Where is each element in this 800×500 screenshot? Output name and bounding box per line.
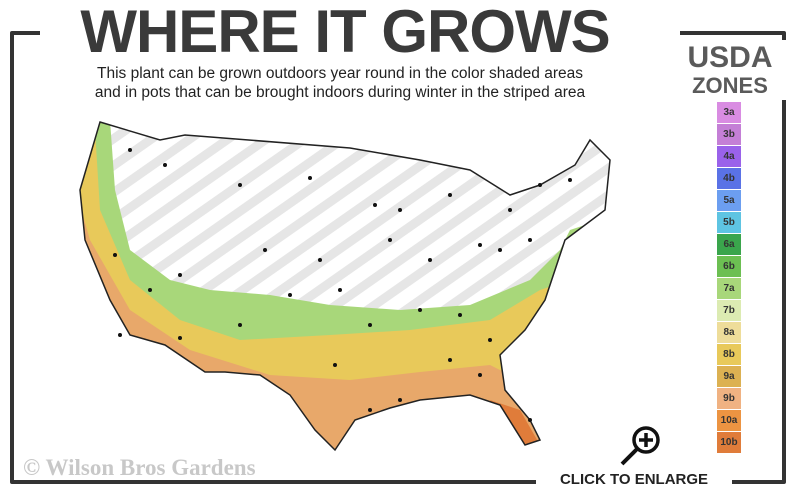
city-dot (118, 333, 122, 337)
city-dot (448, 358, 452, 362)
legend-swatch-3a: 3a (717, 102, 741, 123)
city-dot (178, 273, 182, 277)
city-dot (478, 373, 482, 377)
city-dot (528, 238, 532, 242)
city-dot (398, 398, 402, 402)
magnifier-plus-icon[interactable] (618, 424, 664, 466)
city-dot (368, 408, 372, 412)
legend-swatch-5b: 5b (717, 212, 741, 233)
legend-swatch-9b: 9b (717, 388, 741, 409)
city-dot (288, 293, 292, 297)
city-dot (508, 208, 512, 212)
city-dot (308, 176, 312, 180)
legend-title-line: USDA (687, 41, 773, 74)
legend-swatch-5a: 5a (717, 190, 741, 211)
page-title: WHERE IT GROWS (40, 0, 650, 64)
city-dot (263, 248, 267, 252)
city-dot (388, 238, 392, 242)
frame-gap (650, 25, 680, 95)
city-dot (238, 183, 242, 187)
city-dot (538, 183, 542, 187)
city-dot (113, 253, 117, 257)
legend-swatch-4b: 4b (717, 168, 741, 189)
city-dot (368, 323, 372, 327)
city-dot (528, 418, 532, 422)
legend-swatch-10b: 10b (717, 432, 741, 453)
city-dot (373, 203, 377, 207)
city-dot (418, 308, 422, 312)
click-to-enlarge-button[interactable]: CLICK TO ENLARGE (536, 471, 732, 488)
city-dot (178, 336, 182, 340)
legend-swatch-9a: 9a (717, 366, 741, 387)
city-dot (148, 288, 152, 292)
city-dot (318, 258, 322, 262)
city-dot (568, 178, 572, 182)
city-dot (398, 208, 402, 212)
city-dot (448, 193, 452, 197)
city-dot (238, 323, 242, 327)
zone-legend: 3a 3b 4a 4b 5a 5b 6a 6b 7a 7b 8a 8b 9a 9b 10a 10b (717, 102, 741, 454)
legend-swatch-4a: 4a (717, 146, 741, 167)
legend-swatch-7a: 7a (717, 278, 741, 299)
legend-swatch-8b: 8b (717, 344, 741, 365)
city-dot (338, 288, 342, 292)
frame-gap (770, 40, 800, 100)
city-dot (333, 363, 337, 367)
city-dot (498, 248, 502, 252)
city-dot (488, 338, 492, 342)
legend-swatch-7b: 7b (717, 300, 741, 321)
city-dot (163, 163, 167, 167)
city-dot (128, 148, 132, 152)
city-dot (478, 243, 482, 247)
legend-title-line: ZONES (692, 73, 768, 98)
watermark: © Wilson Bros Gardens (23, 455, 256, 480)
legend-swatch-3b: 3b (717, 124, 741, 145)
legend-swatch-6b: 6b (717, 256, 741, 277)
city-dot (458, 313, 462, 317)
subtitle: This plant can be grown outdoors year ro… (30, 64, 650, 102)
legend-swatch-8a: 8a (717, 322, 741, 343)
city-dot (428, 258, 432, 262)
subtitle-line: This plant can be grown outdoors year ro… (97, 65, 583, 82)
legend-title: USDA ZONES (670, 41, 790, 100)
legend-swatch-10a: 10a (717, 410, 741, 431)
subtitle-line: and in pots that can be brought indoors … (94, 84, 586, 101)
legend-swatch-6a: 6a (717, 234, 741, 255)
us-zone-map[interactable] (70, 110, 630, 460)
